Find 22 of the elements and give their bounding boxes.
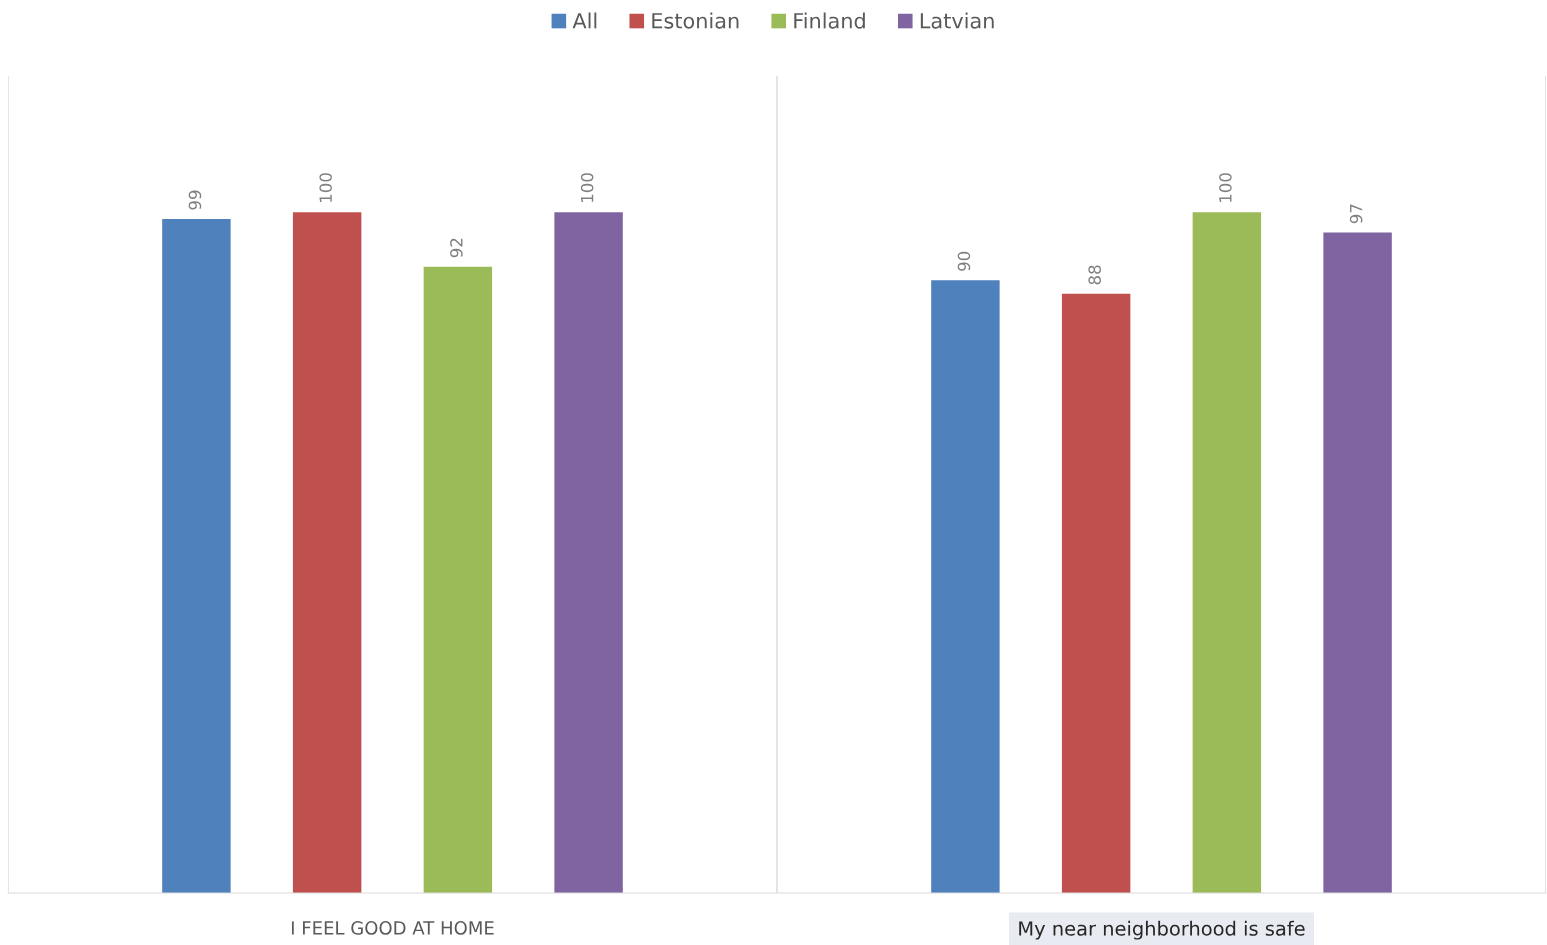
- x-tick-label: I FEEL GOOD AT HOME: [291, 921, 494, 935]
- x-tick-label: My near neighborhood is safe: [1019, 920, 1305, 940]
- legend-label: Latvian: [920, 12, 994, 29]
- legend-label: Finland: [794, 12, 865, 29]
- data-label: 88: [1088, 265, 1101, 285]
- data-label: 100: [1219, 173, 1232, 202]
- data-label: 97: [1349, 204, 1363, 224]
- bar: [292, 212, 362, 893]
- bar: [1323, 232, 1392, 893]
- data-label: 100: [580, 173, 594, 202]
- data-label: 92: [450, 238, 463, 258]
- bar: [1061, 293, 1131, 893]
- bar: [554, 212, 623, 893]
- bar: [423, 266, 493, 893]
- bar: [931, 280, 1000, 893]
- legend-label: All: [572, 12, 597, 29]
- data-label: 90: [957, 251, 971, 271]
- data-label: 100: [319, 173, 332, 202]
- legend-label: Estonian: [652, 12, 739, 29]
- bar: [1192, 212, 1262, 893]
- bar: [162, 218, 231, 893]
- data-label: 99: [188, 190, 202, 210]
